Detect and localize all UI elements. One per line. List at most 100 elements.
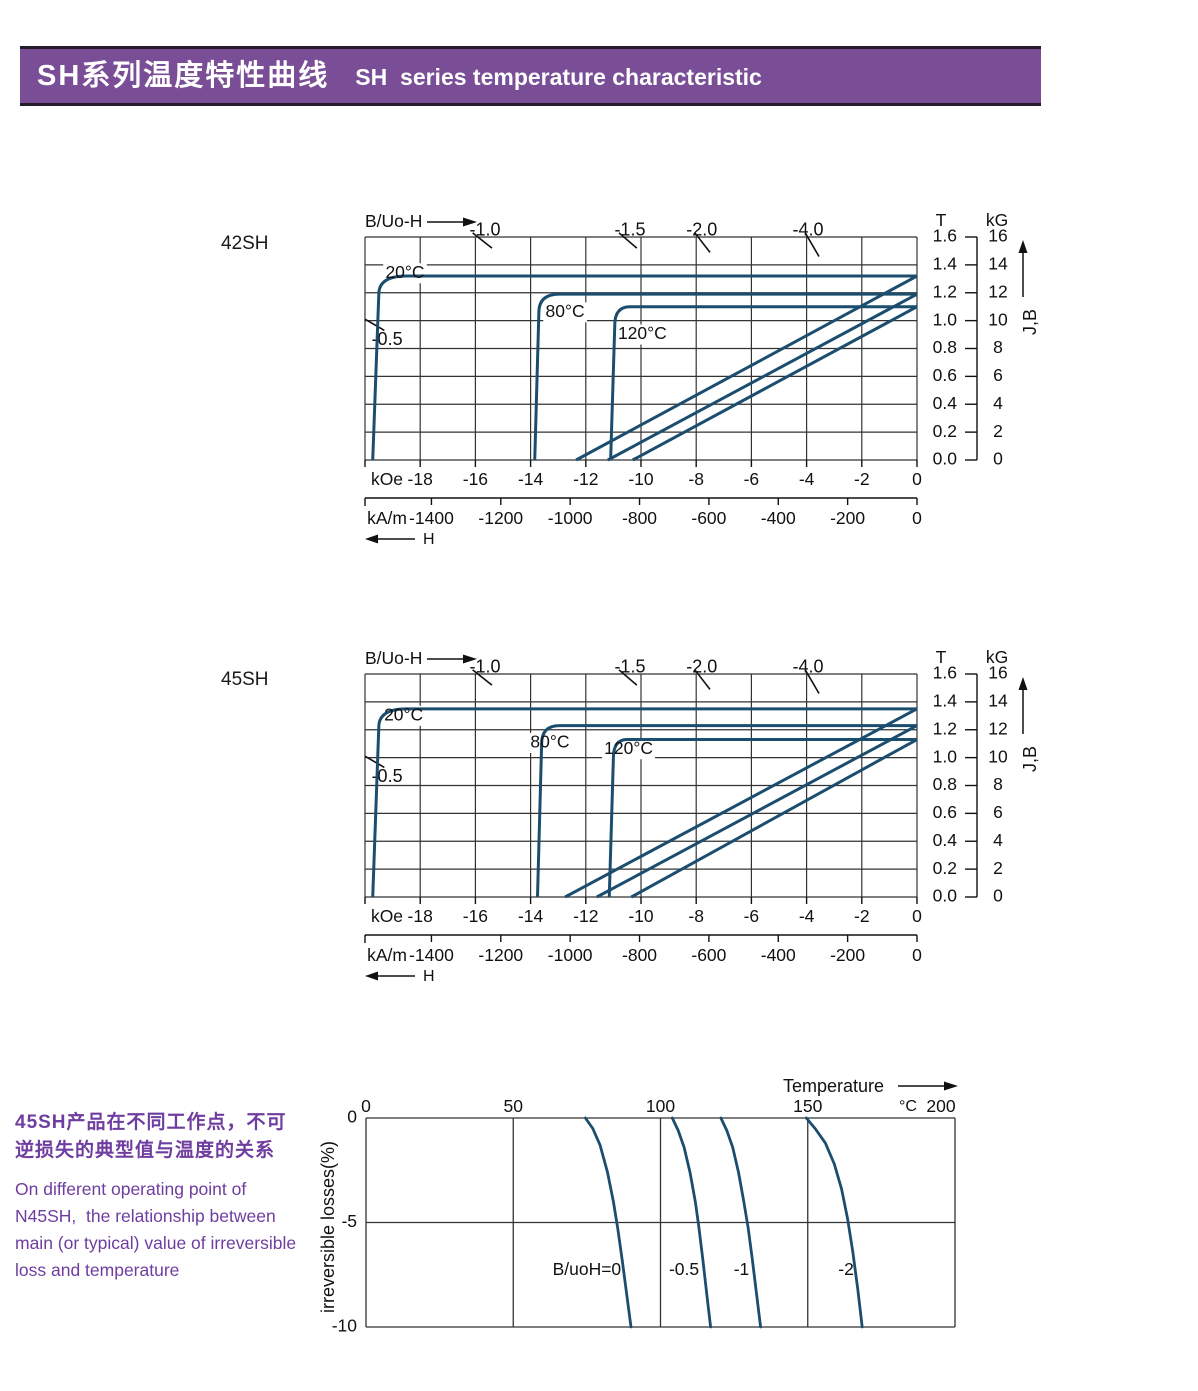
load-line-tick: [804, 669, 820, 694]
loss-curve-B/uoH=0: [584, 1116, 633, 1329]
page-header: SH系列温度特性曲线 SH series temperature characte…: [20, 46, 1041, 106]
x-tick-label: 50: [504, 1096, 524, 1116]
y-tick-label-T: 1.6: [933, 663, 957, 683]
description-zh: 45SH产品在不同工作点，不可 逆损失的典型值与温度的关系: [15, 1109, 287, 1165]
x-tick-label-kam: -1400: [409, 945, 454, 965]
page-title-en: SH series temperature characteristic: [355, 64, 762, 90]
loss-curve--0.5: [670, 1116, 712, 1329]
x-tick-label-kam: -400: [761, 945, 796, 965]
load-line-tick: [364, 755, 385, 769]
load-line-label: -0.5: [372, 329, 403, 349]
load-line-tick: [804, 232, 820, 257]
y-tick-label: -10: [332, 1316, 358, 1336]
b-curve-80°C: [607, 292, 918, 462]
description-line: N45SH, the relationship between: [15, 1206, 276, 1226]
y-tick-label: -5: [341, 1211, 357, 1231]
y-tick-label-T: 0.6: [933, 802, 957, 822]
chart-label-42sh: 42SH: [221, 233, 269, 254]
x-tick-label-koe: 0: [912, 469, 922, 489]
j-curve-20°C: [371, 274, 917, 461]
y-tick-label-T: 1.0: [933, 309, 958, 329]
y-tick-label-T: 1.4: [933, 691, 958, 711]
load-line-label: -2.0: [686, 219, 717, 239]
x-tick-label-koe: -4: [799, 906, 815, 926]
temp-curve-label: 120°C: [618, 323, 667, 343]
y-tick-label-kG: 10: [988, 746, 1008, 766]
load-line-tick: [472, 669, 493, 686]
h-axis-label: H: [423, 968, 435, 985]
x-tick-label-koe: -6: [744, 906, 760, 926]
y-tick-label-kG: 0: [993, 886, 1003, 906]
x-tick-label-kam: -200: [830, 508, 865, 528]
x-tick-label-koe: -18: [408, 906, 433, 926]
x-tick-label-koe: -14: [518, 469, 544, 489]
load-line-label: -4.0: [792, 656, 823, 676]
x-unit-koe: kOe: [371, 906, 403, 926]
y-tick-label-kG: 16: [988, 663, 1007, 683]
load-line-tick: [618, 232, 638, 249]
y-tick-label-T: 0.8: [933, 774, 957, 794]
y-tick-label-kG: 12: [988, 281, 1007, 301]
description-line: 45SH产品在不同工作点，不可: [15, 1112, 287, 1133]
demag-chart-42sh: B/Uo-H -0.5 -1.0 -1.5 -2.0 -4.0 20°C 80°C 120°C T…: [364, 210, 1040, 548]
y-unit-kilogauss: kG: [986, 647, 1008, 667]
y-tick-label-T: 0.8: [933, 337, 957, 357]
y-tick-label-kG: 6: [993, 802, 1003, 822]
x-tick-label-kam: -1200: [478, 945, 523, 965]
load-line-label: -1.5: [614, 656, 645, 676]
load-line-axis-label: B/Uo-H: [365, 648, 422, 668]
x-tick-label-koe: -10: [628, 906, 654, 926]
loss-curve--2: [804, 1116, 864, 1329]
y-tick-label-kG: 4: [993, 393, 1003, 413]
y-tick-label-kG: 8: [993, 337, 1003, 357]
right-arrow-head-icon: [463, 217, 477, 227]
y-tick-label-T: 0.0: [933, 449, 958, 469]
x-tick-label-kam: -1400: [409, 508, 454, 528]
y-tick-label-kG: 0: [993, 449, 1003, 469]
label-background: [528, 732, 572, 753]
loss-curve-label: -2: [838, 1259, 854, 1279]
description-line: 逆损失的典型值与温度的关系: [15, 1140, 276, 1161]
y-tick-label-kG: 2: [993, 858, 1003, 878]
y-unit-kilogauss: kG: [986, 210, 1008, 230]
j-curve-120°C: [609, 305, 917, 461]
y-tick-label-kG: 10: [988, 309, 1008, 329]
x-tick-label: 150: [793, 1096, 822, 1116]
x-unit-celsius: °C: [899, 1098, 917, 1115]
x-tick-label-kam: -600: [691, 508, 726, 528]
load-line-tick: [364, 318, 385, 332]
load-line-tick: [694, 669, 711, 690]
x-tick-label-koe: -2: [854, 469, 870, 489]
j-curve-80°C: [533, 292, 917, 461]
x-tick-label-koe: -16: [463, 469, 488, 489]
temp-curve-label: 20°C: [385, 262, 424, 282]
b-curve-120°C: [630, 738, 918, 899]
temp-curve-label: 80°C: [530, 732, 569, 752]
x-tick-label-kam: -800: [622, 508, 657, 528]
loss-curve-label: -0.5: [669, 1259, 699, 1279]
y-tick-label-kG: 8: [993, 774, 1003, 794]
y-tick-label-T: 0.6: [933, 365, 957, 385]
load-line-label: -1.0: [470, 656, 501, 676]
j-curve-120°C: [607, 738, 917, 898]
y-tick-label-T: 0.4: [933, 393, 958, 413]
load-line-label: -0.5: [372, 766, 403, 786]
jb-axis-label: J,B: [1020, 309, 1040, 335]
x-tick-label-koe: -6: [744, 469, 760, 489]
loss-curve-label: B/uoH=0: [553, 1259, 622, 1279]
y-tick-label-kG: 12: [988, 718, 1007, 738]
description-en: On different operating point of N45SH, th…: [15, 1176, 296, 1284]
loss-curve--1: [719, 1116, 762, 1329]
load-line-axis-label: B/Uo-H: [365, 211, 422, 231]
description-line: On different operating point of: [15, 1179, 247, 1199]
page-title-zh: SH系列温度特性曲线: [37, 60, 330, 92]
y-tick-label: 0: [347, 1107, 357, 1127]
x-tick-label-kam: -1000: [548, 945, 593, 965]
right-arrow-head-icon: [463, 654, 477, 664]
y-tick-label-kG: 14: [988, 691, 1008, 711]
x-tick-label-kam: -200: [830, 945, 865, 965]
x-tick-label: 200: [926, 1096, 955, 1116]
y-tick-label-T: 0.2: [933, 858, 957, 878]
load-line-label: -1.5: [614, 219, 645, 239]
